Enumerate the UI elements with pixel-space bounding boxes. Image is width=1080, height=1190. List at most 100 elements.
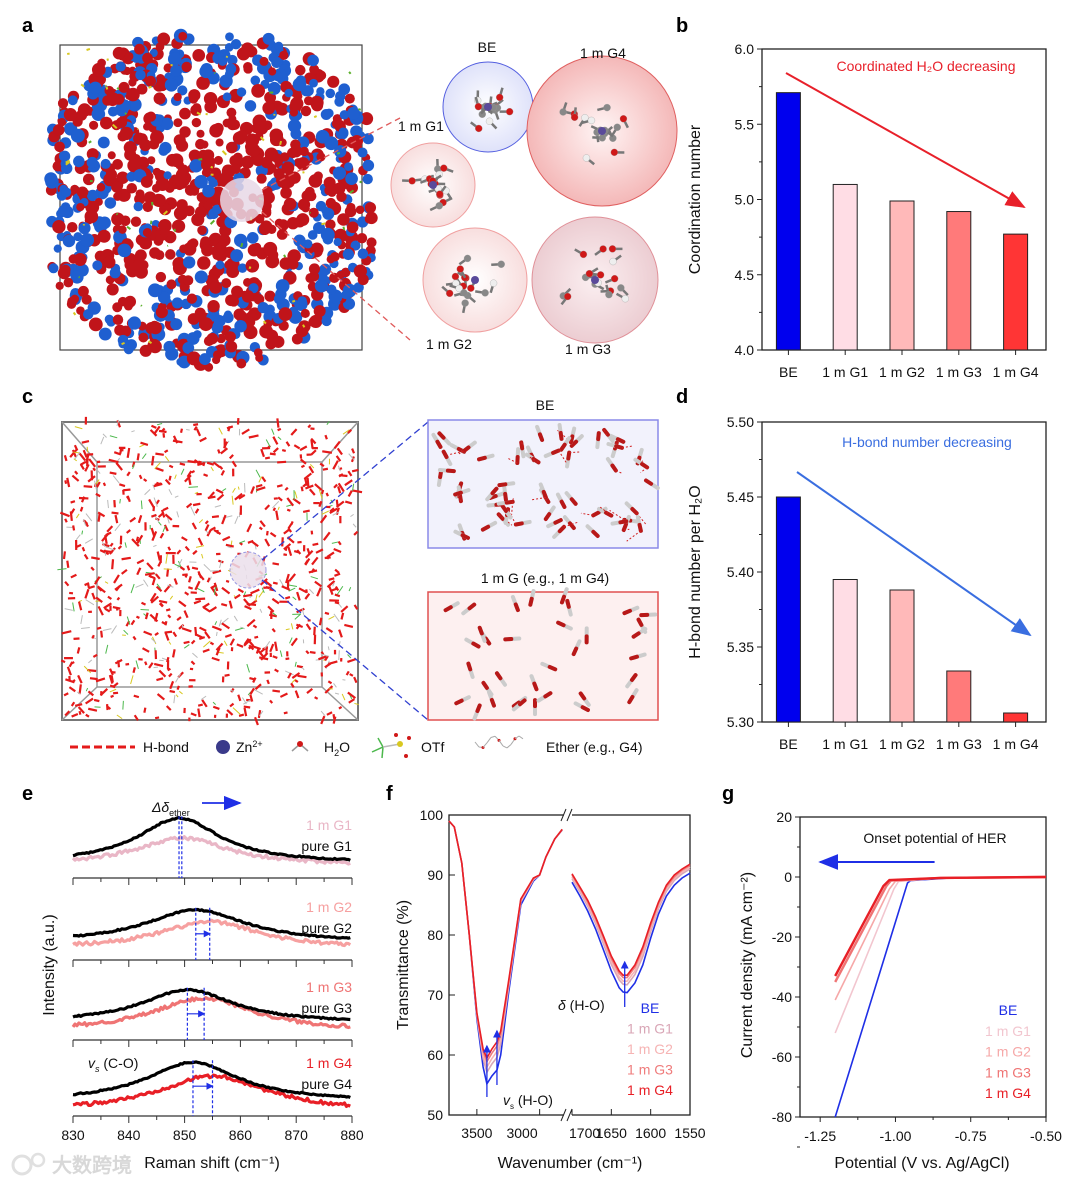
- panel-label-b: b: [676, 15, 688, 37]
- molecule-stick: [230, 540, 233, 546]
- ether-blob: [307, 230, 318, 240]
- molecule-stick: [221, 622, 230, 630]
- atom: [582, 154, 591, 162]
- molecule-stick: [105, 531, 112, 537]
- water-blob: [82, 173, 95, 186]
- water-blob: [308, 207, 319, 218]
- molecule-stick: [228, 600, 233, 609]
- otf-stick: [221, 150, 228, 156]
- ether-blob: [225, 63, 237, 75]
- molecule-stick: [329, 507, 338, 515]
- molecule-stick: [88, 458, 97, 468]
- molecule-stick: [271, 428, 275, 435]
- atom: [581, 114, 589, 122]
- molecule-stick: [119, 498, 121, 504]
- molecule-stick: [167, 546, 172, 551]
- molecule-stick: [289, 637, 293, 644]
- water-blob: [179, 126, 191, 138]
- molecule-stick: [309, 463, 315, 469]
- ether-blob: [293, 234, 306, 247]
- water-blob: [153, 92, 166, 105]
- otf-stick: [148, 85, 152, 89]
- ether-blob: [127, 316, 142, 330]
- molecule-stick: [352, 483, 355, 491]
- molecule-stick: [320, 715, 326, 725]
- molecule-stick: [87, 475, 96, 483]
- ether-blob: [344, 162, 353, 172]
- molecule-stick: [75, 534, 81, 541]
- molecule-stick: [123, 488, 131, 492]
- molecule-stick: [194, 491, 199, 494]
- water-blob: [112, 216, 121, 225]
- water-blob: [142, 52, 153, 64]
- molecule-stick: [214, 621, 218, 626]
- bar-3: [946, 670, 972, 723]
- ether-blob: [217, 56, 228, 66]
- molecule-stick: [294, 614, 301, 620]
- water-blob: [155, 271, 167, 283]
- molecule-stick: [158, 521, 162, 526]
- molecule-stick: [135, 536, 140, 542]
- molecule-stick: [238, 713, 245, 718]
- ether-blob: [357, 147, 368, 158]
- stretch-label: vs (H-O): [503, 1092, 553, 1111]
- molecule-stick: [333, 483, 338, 489]
- ether-blob: [339, 110, 349, 120]
- molecule-stick: [83, 485, 93, 489]
- ether-blob: [83, 308, 94, 320]
- molecule-stick: [186, 565, 191, 571]
- molecule-stick: [283, 553, 288, 557]
- molecule-stick: [296, 591, 301, 601]
- legend-zn: Zn2+: [236, 739, 263, 755]
- molecule-stick: [231, 495, 234, 505]
- water-blob: [60, 264, 71, 275]
- water-blob: [316, 152, 326, 162]
- otf-stick: [65, 159, 70, 164]
- ether-blob: [213, 314, 226, 328]
- h-bond: [563, 521, 579, 528]
- otf-stick: [348, 71, 352, 75]
- ether-blob: [182, 342, 195, 354]
- molecule-stick: [132, 635, 137, 641]
- ether-blob: [117, 243, 132, 258]
- molecule-stick: [162, 432, 166, 438]
- molecule-stick: [61, 630, 72, 635]
- molecule-stick: [297, 674, 307, 679]
- molecule-stick: [281, 448, 287, 453]
- molecule-stick: [156, 583, 162, 589]
- otf-stick: [86, 47, 91, 51]
- molecule-stick: [64, 608, 73, 611]
- molecule-stick: [122, 700, 124, 710]
- molecule-stick: [229, 689, 234, 692]
- molecule-stick: [82, 449, 88, 458]
- h-bond: [569, 451, 580, 454]
- atom: [456, 265, 464, 273]
- molecule-stick: [73, 451, 80, 454]
- molecule-stick: [203, 564, 211, 571]
- molecule-stick: [77, 706, 85, 714]
- molecule-stick: [144, 612, 149, 620]
- ether-blob: [97, 136, 110, 149]
- water-blob: [346, 221, 359, 234]
- water-blob: [207, 300, 220, 313]
- molecule-stick: [214, 586, 217, 591]
- molecule-stick: [348, 453, 355, 461]
- structure-legend: [70, 733, 524, 759]
- molecule-stick: [204, 524, 210, 532]
- molecule-stick: [228, 454, 234, 460]
- molecule-stick: [59, 511, 70, 518]
- molecule-stick: [146, 562, 154, 570]
- y-tick-label: 100: [420, 807, 444, 823]
- y-axis-title: H-bond number per H₂O: [687, 485, 704, 658]
- molecule-stick: [340, 605, 349, 613]
- molecule-stick: [210, 584, 218, 590]
- water-blob: [279, 152, 290, 162]
- molecule-stick: [197, 537, 204, 546]
- molecule-stick: [344, 500, 353, 505]
- molecule-stick: [206, 577, 211, 583]
- molecule-stick: [130, 619, 136, 626]
- molecule-stick: [290, 428, 298, 436]
- molecule-stick: [330, 587, 339, 592]
- water-blob: [55, 281, 64, 290]
- molecule-stick: [325, 627, 334, 633]
